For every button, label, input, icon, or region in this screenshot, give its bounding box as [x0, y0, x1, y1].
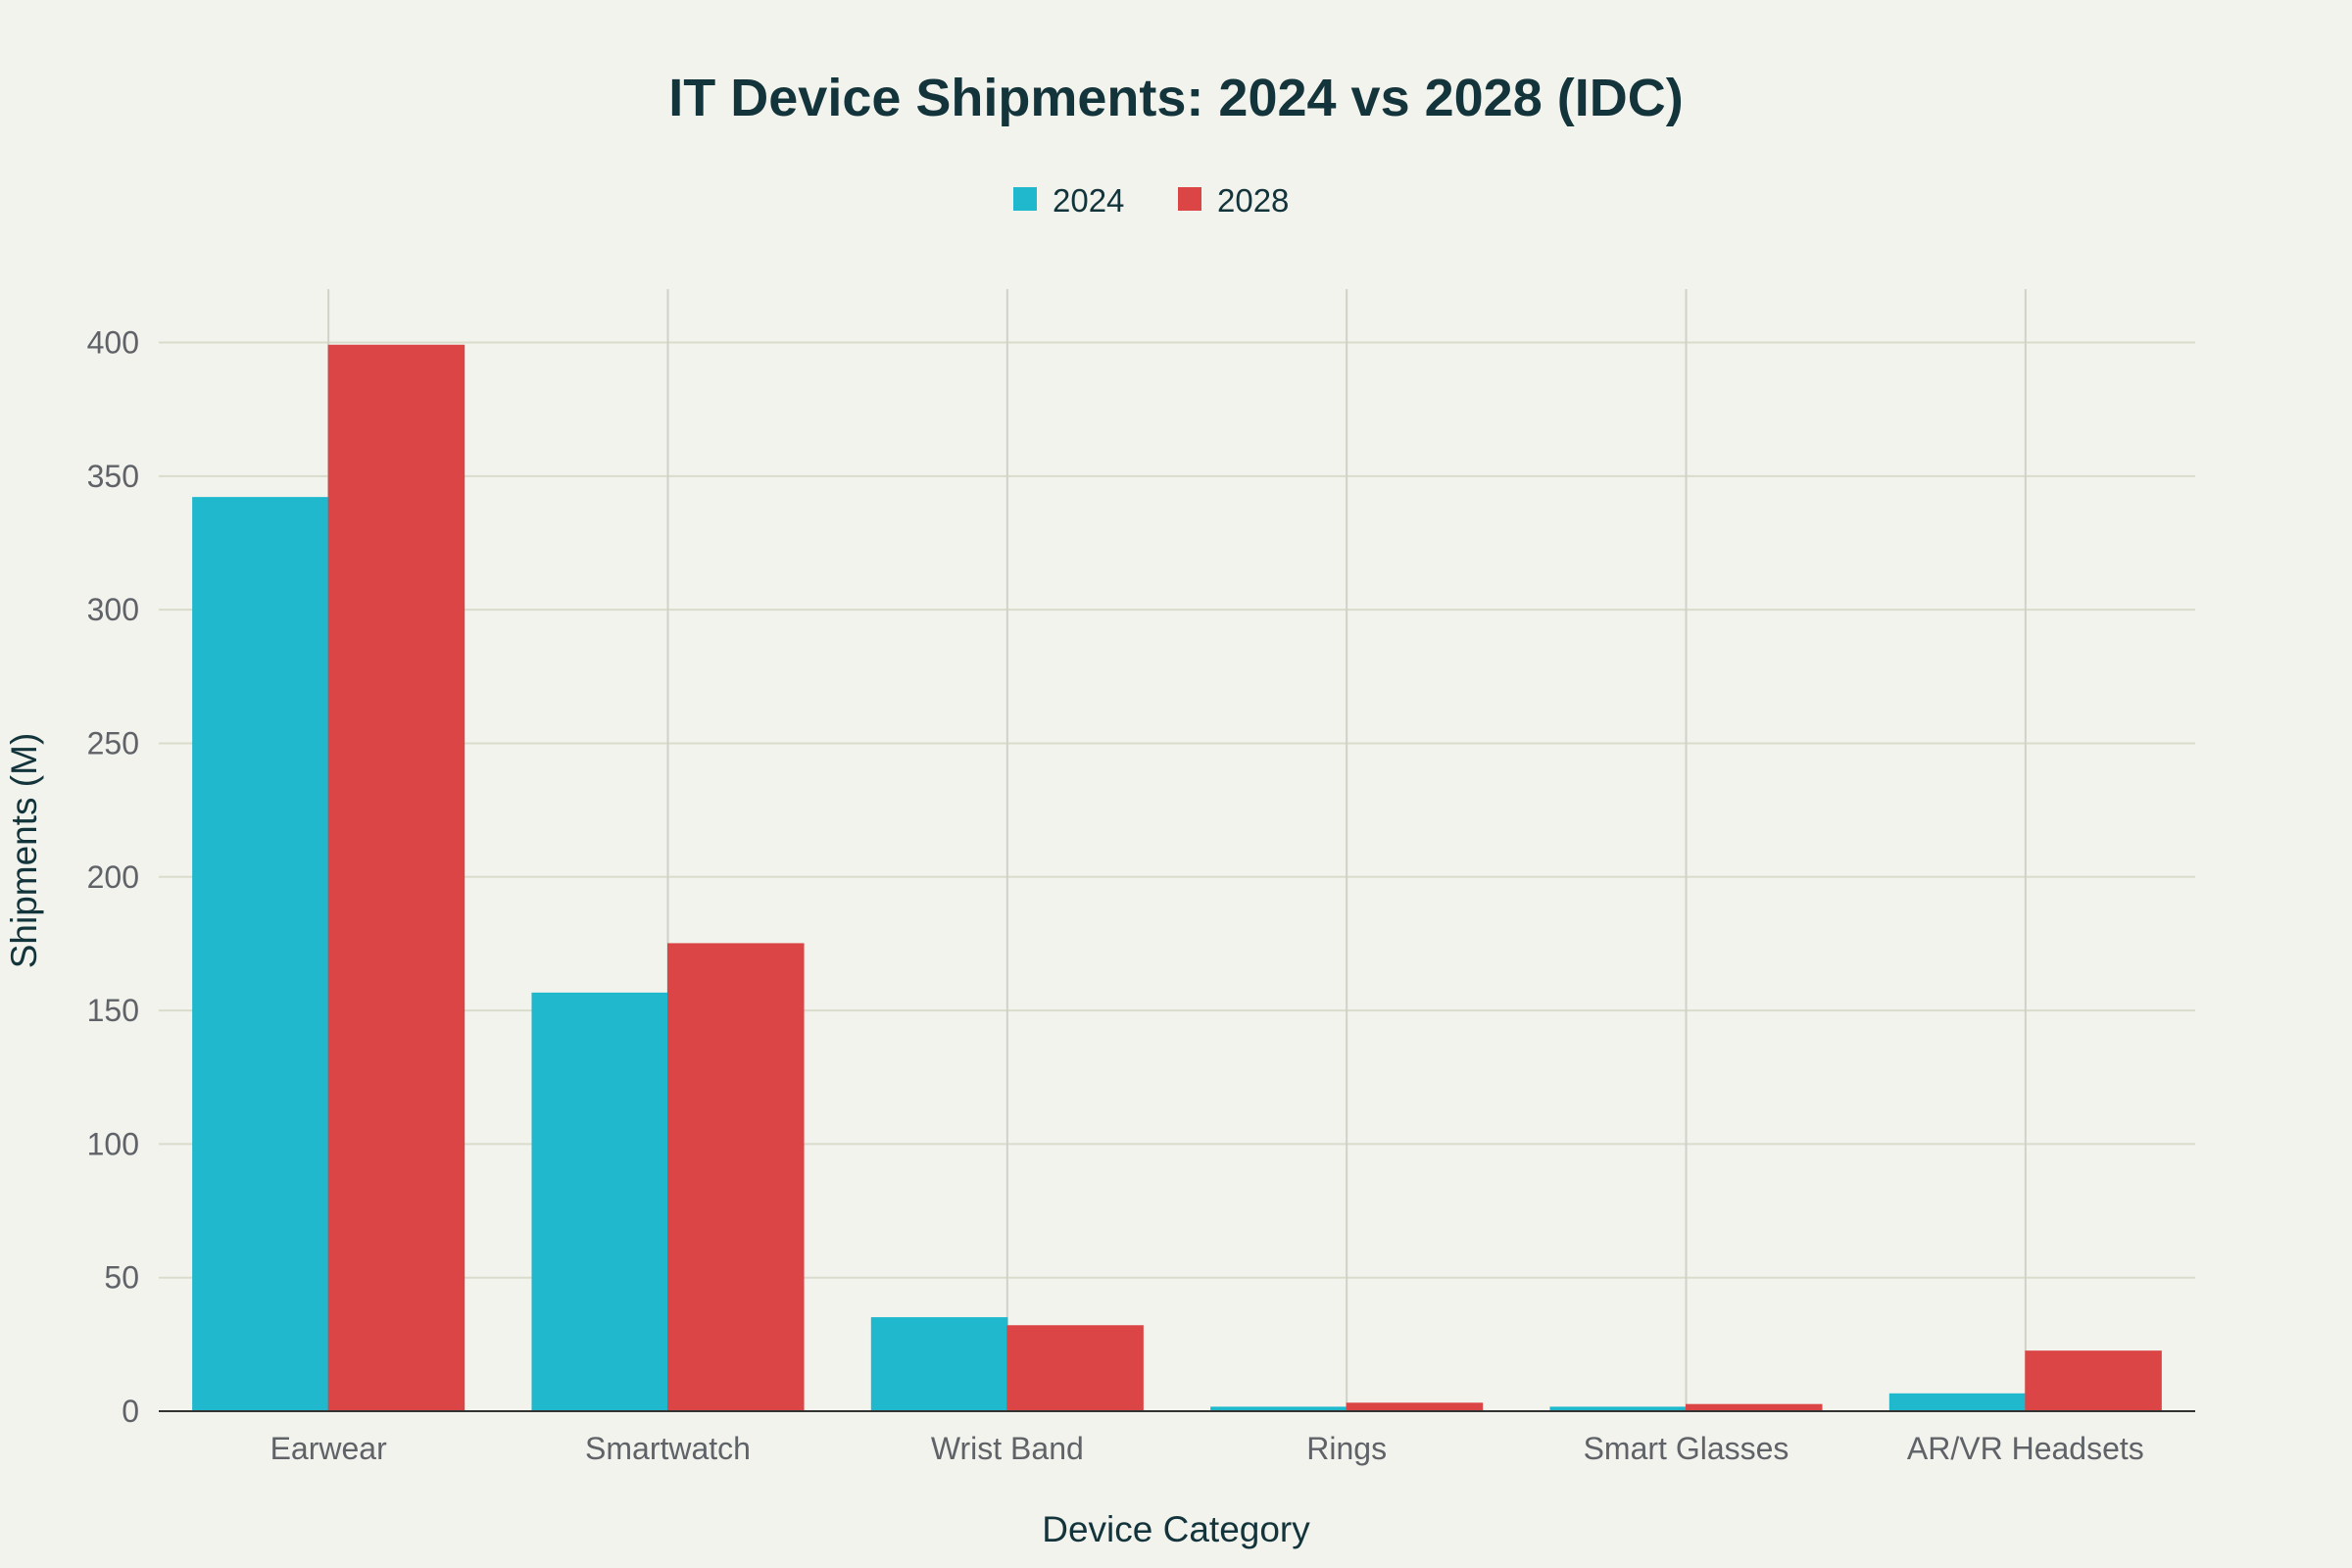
- y-tick-label: 400: [87, 325, 139, 361]
- y-tick-label: 0: [122, 1394, 139, 1429]
- x-tick-label: Smart Glasses: [1584, 1431, 1789, 1466]
- legend-label: 2028: [1217, 182, 1289, 219]
- y-tick-label: 350: [87, 459, 139, 494]
- legend: 2024 2028: [1013, 182, 1289, 219]
- legend-swatch: [1178, 187, 1201, 211]
- bar: [1888, 1393, 2027, 1412]
- y-tick-label: 200: [87, 859, 139, 895]
- bars: [192, 344, 2162, 1412]
- bar: [531, 992, 669, 1412]
- x-tick-label: Wrist Band: [931, 1431, 1084, 1466]
- y-tick-label: 250: [87, 725, 139, 760]
- y-axis-title: Shipments (M): [4, 733, 44, 969]
- bar: [1346, 1402, 1484, 1412]
- bar: [192, 497, 329, 1412]
- bar: [1686, 1403, 1823, 1412]
- x-axis-title: Device Category: [1042, 1509, 1310, 1549]
- x-tick-label: Earwear: [270, 1431, 388, 1466]
- grid: [159, 289, 2195, 1411]
- y-tick-label: 100: [87, 1126, 139, 1161]
- bar: [870, 1317, 1008, 1412]
- y-tick-label: 50: [104, 1260, 139, 1296]
- legend-swatch: [1013, 187, 1037, 211]
- y-tick-label: 150: [87, 993, 139, 1028]
- x-tick-label: Rings: [1306, 1431, 1387, 1466]
- bar: [667, 943, 805, 1412]
- x-tick-label: AR/VR Headsets: [1907, 1431, 2144, 1466]
- bar: [327, 344, 466, 1412]
- axes: 0 50 100 150 200 250 300 350 400 Earwear Smartwatc…: [87, 325, 2195, 1466]
- x-tick-label: Smartwatch: [585, 1431, 751, 1466]
- chart-title: IT Device Shipments: 2024 vs 2028 (IDC): [668, 69, 1683, 127]
- bar: [1006, 1325, 1144, 1412]
- legend-label: 2024: [1053, 182, 1124, 219]
- y-tick-label: 300: [87, 592, 139, 627]
- bar: [2025, 1350, 2162, 1412]
